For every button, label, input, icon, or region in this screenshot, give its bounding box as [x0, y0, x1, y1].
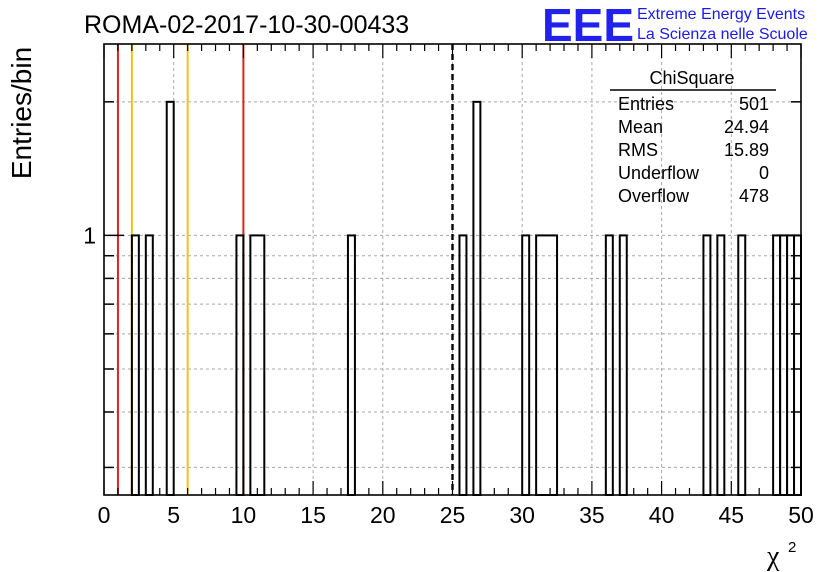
x-tick-labels: 0 5 10 15 20 25 30 35 40 45 50	[98, 502, 814, 528]
histogram-bar	[604, 234, 614, 496]
y-axis-label: Entries/bin	[6, 47, 37, 179]
histogram-bar	[772, 234, 782, 496]
histogram-bars	[130, 100, 803, 496]
histogram-bar	[472, 100, 482, 496]
x-tick-label: 35	[579, 502, 605, 528]
histogram-bar	[144, 234, 154, 496]
stats-rows: Entries 501 Mean 24.94 RMS 15.89 Underflow 0 Ove…	[618, 94, 769, 206]
histogram-bar	[702, 234, 712, 496]
stats-title: ChiSquare	[649, 68, 734, 88]
histogram-bar	[346, 234, 356, 496]
stats-row-value: 15.89	[724, 140, 769, 160]
stats-row-label: Overflow	[618, 186, 690, 206]
x-tick-label: 25	[440, 502, 466, 528]
stats-row-value: 501	[739, 94, 769, 114]
x-tick-label: 5	[167, 502, 180, 528]
eee-logo: EEE Extreme Energy Events La Scienza nel…	[542, 0, 808, 51]
x-tick-label: 40	[649, 502, 675, 528]
reference-lines	[116, 44, 454, 495]
x-tick-label: 20	[370, 502, 396, 528]
stats-row-label: Entries	[618, 94, 674, 114]
histogram-bar	[458, 234, 468, 496]
histogram-bar	[130, 234, 140, 496]
histogram-bar	[793, 234, 803, 496]
stats-row-label: RMS	[618, 140, 658, 160]
chart-title: ROMA-02-2017-10-30-00433	[84, 11, 409, 39]
x-tick-label: 30	[509, 502, 535, 528]
x-tick-label: 15	[300, 502, 326, 528]
y-tick-labels: 1	[83, 222, 96, 248]
plot-frame	[103, 43, 802, 496]
histogram-bar	[235, 234, 245, 496]
logo-text: EEE	[542, 0, 634, 51]
stats-row-label: Mean	[618, 117, 663, 137]
x-tick-label: 50	[788, 502, 814, 528]
y-tick-label: 1	[83, 222, 96, 248]
histogram-bar	[737, 234, 747, 496]
x-tick-label: 10	[231, 502, 257, 528]
histogram-bar	[521, 234, 531, 496]
histogram-bar	[165, 100, 175, 496]
stats-row-value: 478	[739, 186, 769, 206]
histogram-bar	[535, 234, 559, 496]
logo-line-1: Extreme Energy Events	[637, 6, 805, 23]
axes	[103, 43, 802, 496]
histogram-bar	[249, 234, 266, 496]
stats-box: ChiSquare Entries 501 Mean 24.94 RMS 15.89 Und…	[610, 68, 776, 206]
logo-line-2: La Scienza nelle Scuole	[637, 26, 808, 43]
x-tick-label: 0	[98, 502, 111, 528]
x-axis-label-chi: χ	[766, 541, 780, 572]
stats-row-value: 24.94	[724, 117, 769, 137]
x-tick-label: 45	[719, 502, 745, 528]
stats-row-value: 0	[759, 163, 769, 183]
x-axis-label: χ 2	[766, 539, 796, 572]
histogram-bar	[786, 234, 796, 496]
histogram-bar	[716, 234, 726, 496]
stats-row-label: Underflow	[618, 163, 700, 183]
histogram-bar	[779, 234, 789, 496]
histogram-bar	[618, 234, 628, 496]
x-axis-label-exp: 2	[788, 539, 796, 556]
